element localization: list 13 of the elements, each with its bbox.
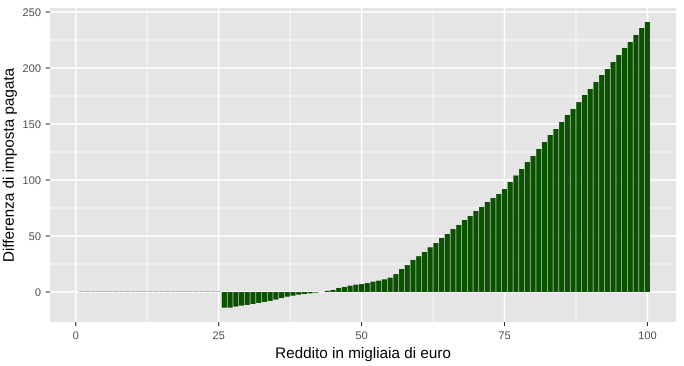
y-tick-label: 0 [35, 288, 41, 296]
x-tick-label: 0 [73, 331, 78, 340]
y-tick-label: 150 [23, 120, 41, 128]
x-axis-title: Reddito in migliaia di euro [276, 346, 450, 362]
x-tick-label: 75 [498, 331, 510, 340]
y-axis-title: Differenza di imposta pagata [2, 68, 17, 261]
x-tick-label: 25 [213, 331, 224, 340]
y-tick-label: 200 [22, 64, 41, 72]
x-tick-label: 100 [638, 331, 656, 340]
y-tick-label: 250 [22, 8, 41, 16]
y-tick-label: 100 [23, 176, 41, 184]
y-tick-label: 50 [29, 232, 41, 240]
x-tick-label: 50 [356, 331, 368, 340]
